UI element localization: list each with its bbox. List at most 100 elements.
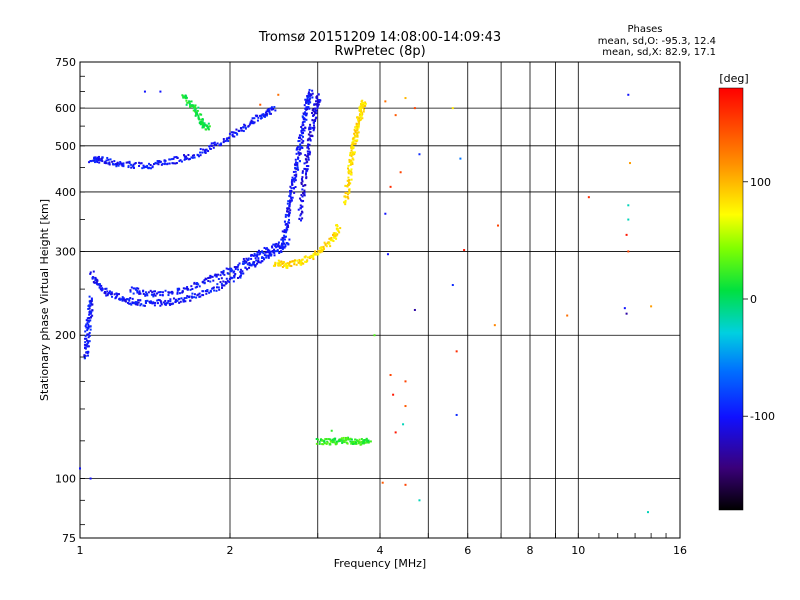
stats-x: mean, sd,X: 82.9, 17.1 — [602, 47, 716, 58]
chart-title: Tromsø 20151209 14:08:00-14:09:43 — [258, 30, 501, 45]
data-point — [284, 264, 287, 267]
data-point — [294, 186, 297, 189]
data-point — [265, 110, 268, 113]
data-point — [147, 167, 150, 170]
data-point — [247, 258, 250, 261]
data-point — [197, 154, 200, 157]
data-point — [202, 148, 205, 151]
data-point — [254, 257, 257, 260]
data-point — [625, 233, 628, 236]
data-point — [182, 300, 185, 303]
data-point — [161, 162, 164, 165]
data-point — [304, 113, 307, 116]
data-point — [194, 286, 197, 289]
data-point — [130, 163, 133, 166]
data-point — [261, 251, 264, 254]
data-point — [88, 311, 91, 314]
data-point — [227, 140, 230, 143]
data-point — [394, 431, 397, 434]
data-point — [364, 102, 367, 105]
data-point — [115, 296, 118, 299]
data-point — [302, 127, 305, 130]
data-point — [133, 287, 136, 290]
data-point — [138, 290, 141, 293]
data-point — [496, 224, 499, 227]
data-point — [298, 260, 301, 263]
data-point — [309, 134, 312, 137]
data-point — [361, 442, 364, 445]
data-point — [347, 167, 350, 170]
data-point — [150, 293, 153, 296]
data-point — [360, 106, 363, 109]
data-point — [311, 89, 314, 92]
data-point — [89, 299, 92, 302]
data-point — [275, 250, 278, 253]
data-point — [129, 290, 132, 293]
data-point — [363, 102, 366, 105]
data-point — [300, 125, 303, 128]
data-point — [335, 442, 338, 445]
data-point — [87, 351, 90, 354]
data-point — [256, 251, 259, 254]
data-point — [351, 151, 354, 154]
data-point — [253, 261, 256, 264]
data-point — [291, 176, 294, 179]
data-point — [348, 179, 351, 182]
data-point — [351, 163, 354, 166]
data-point — [190, 104, 193, 107]
data-point — [354, 438, 357, 441]
data-point — [304, 172, 307, 175]
data-point — [336, 440, 339, 443]
data-point — [312, 252, 315, 255]
data-point — [256, 262, 259, 265]
data-point — [304, 154, 307, 157]
data-point — [87, 326, 90, 329]
data-point — [295, 173, 298, 176]
y-axis-ticks: 75 100 200 300 400 500 600 750 — [55, 56, 85, 545]
data-point — [292, 186, 295, 189]
data-point — [156, 162, 159, 165]
data-point — [253, 264, 256, 267]
data-point — [91, 309, 94, 312]
data-point — [285, 231, 288, 234]
data-point — [180, 297, 183, 300]
data-point — [273, 254, 276, 257]
data-point — [293, 177, 296, 180]
data-point — [188, 103, 191, 106]
data-point — [191, 292, 194, 295]
data-point — [278, 261, 281, 264]
data-point — [338, 231, 341, 234]
data-point — [302, 185, 305, 188]
data-point — [191, 156, 194, 159]
data-point — [167, 294, 170, 297]
data-point — [299, 263, 302, 266]
data-point — [309, 131, 312, 134]
data-point — [306, 259, 309, 262]
data-point — [116, 161, 119, 164]
data-point — [245, 260, 248, 263]
data-point — [349, 151, 352, 154]
data-point — [185, 155, 188, 158]
data-point — [197, 117, 200, 120]
data-point — [304, 260, 307, 263]
data-point — [291, 260, 294, 263]
data-point — [90, 311, 93, 314]
data-point — [307, 143, 310, 146]
data-point — [309, 97, 312, 100]
data-point — [283, 242, 286, 245]
data-point — [304, 158, 307, 161]
data-point — [277, 259, 280, 262]
data-point — [228, 132, 231, 135]
data-point — [141, 167, 144, 170]
data-point — [95, 281, 98, 284]
data-point — [264, 113, 267, 116]
data-point — [91, 276, 94, 279]
data-point — [317, 99, 320, 102]
data-point — [206, 290, 209, 293]
data-point — [218, 144, 221, 147]
data-point — [349, 437, 352, 440]
data-point — [248, 264, 251, 267]
data-point — [306, 150, 309, 153]
data-point — [197, 283, 200, 286]
data-point — [194, 114, 197, 117]
